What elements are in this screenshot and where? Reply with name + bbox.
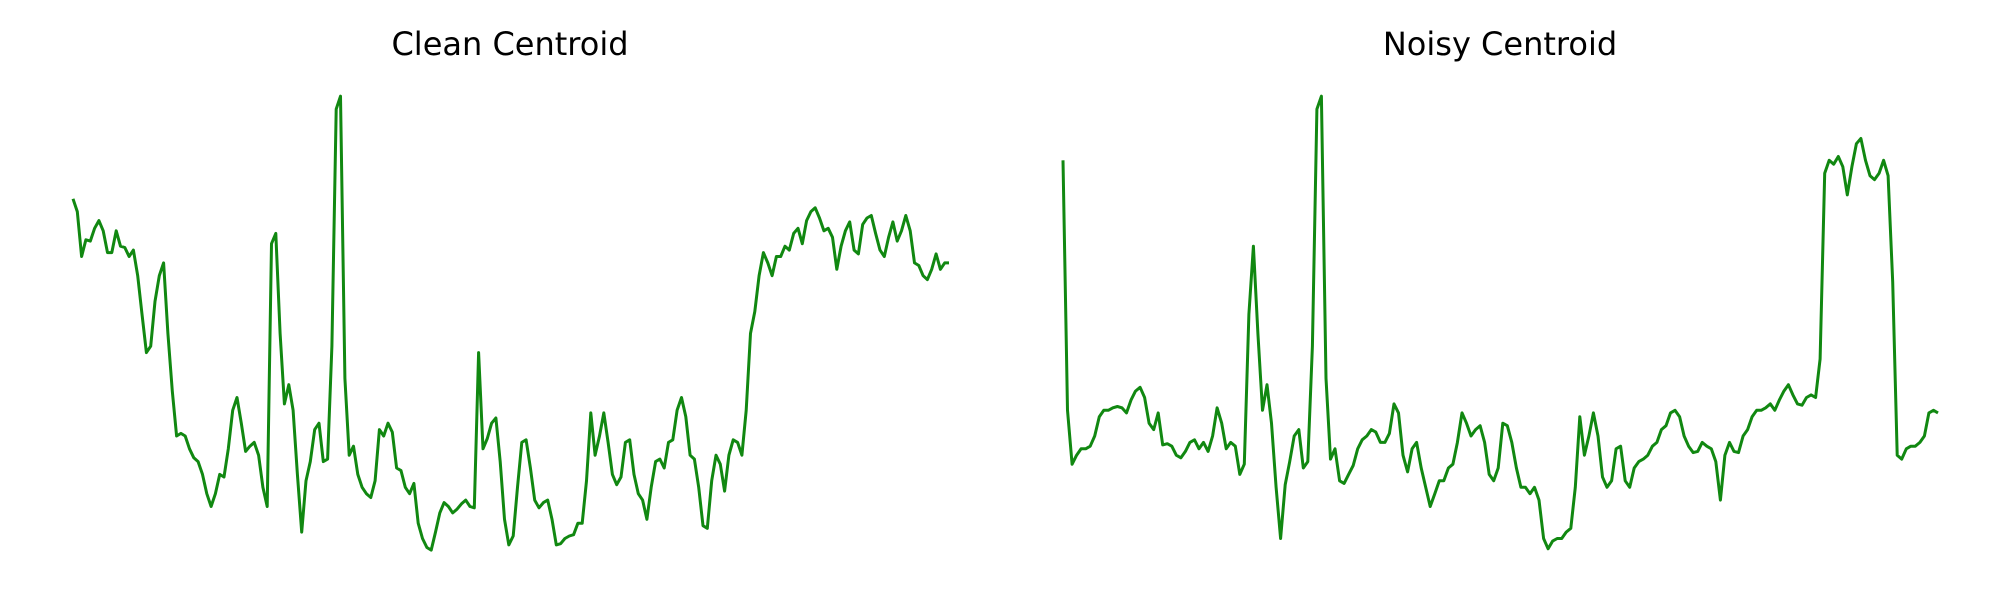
- data-line: [1061, 94, 1939, 551]
- chart-title: Noisy Centroid: [1383, 25, 1617, 63]
- chart-title: Clean Centroid: [391, 25, 628, 63]
- data-line: [71, 94, 949, 552]
